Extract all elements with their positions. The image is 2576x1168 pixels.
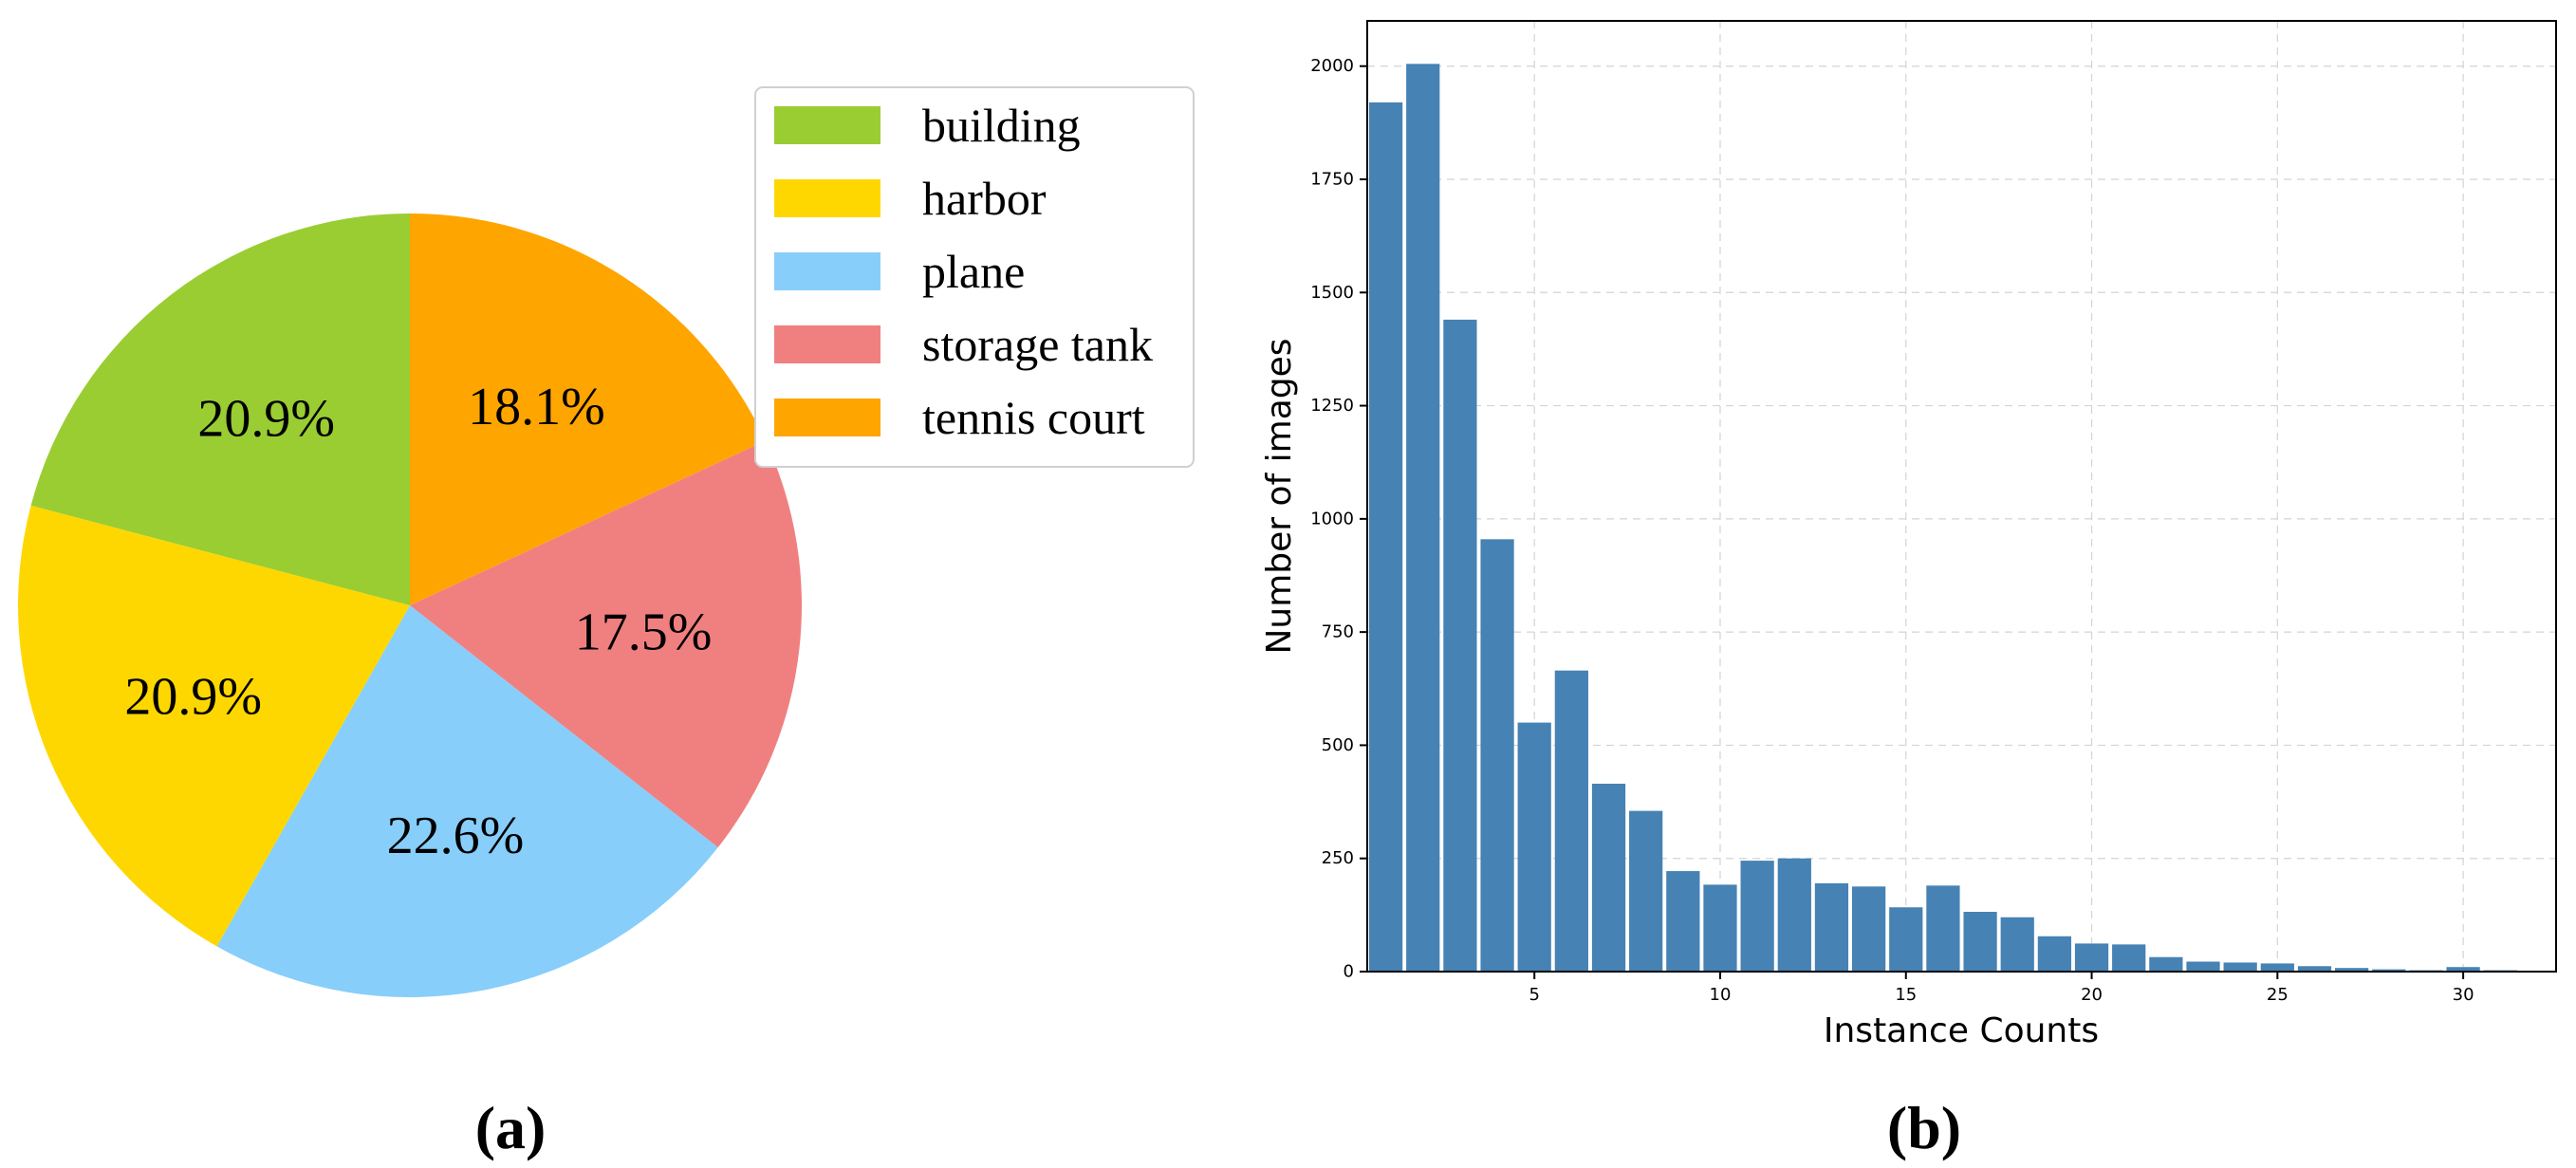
pie-slices [18, 213, 803, 998]
bar-17 [1963, 912, 1997, 972]
bar-19 [2037, 936, 2072, 972]
legend-entries: building harbor plane storage tank tennis co… [774, 99, 1153, 444]
bar-9 [1666, 871, 1700, 972]
x-tick-label: 10 [1710, 985, 1732, 1005]
bar-23 [2186, 961, 2220, 972]
legend-swatch-building [774, 106, 880, 144]
bar-24 [2223, 962, 2257, 972]
bar-16 [1926, 885, 1960, 972]
x-tick-label: 5 [1529, 985, 1539, 1005]
pie-label-storage-tank: 17.5% [575, 603, 713, 662]
bar-bars [1368, 64, 2517, 972]
x-tick-label: 15 [1895, 985, 1917, 1005]
pie-label-harbor: 20.9% [124, 667, 262, 726]
pie-legend: building harbor plane storage tank tennis co… [754, 86, 1195, 468]
bar-6 [1554, 670, 1588, 972]
x-tick-label: 25 [2267, 985, 2289, 1005]
pie-slice-labels: 18.1% 17.5% 22.6% 20.9% 20.9% [124, 378, 712, 865]
bar-1 [1368, 102, 1403, 972]
bar-11 [1740, 861, 1774, 972]
bar-7 [1591, 783, 1626, 972]
legend-label-storage-tank: storage tank [922, 318, 1153, 371]
legend-swatch-storage-tank [774, 325, 880, 363]
x-axis-title: Instance Counts [1824, 1011, 2099, 1050]
bar-27 [2335, 968, 2369, 972]
x-tick-label: 30 [2453, 985, 2474, 1005]
y-tick-label: 1500 [1310, 283, 1354, 303]
bar-30 [2446, 967, 2480, 972]
pie-label-tennis-court: 18.1% [468, 378, 605, 436]
bar-18 [2000, 917, 2034, 972]
bar-13 [1814, 882, 1849, 972]
panel-label-b: (b) [1887, 1094, 1961, 1161]
bar-28 [2372, 969, 2406, 972]
y-tick-label: 750 [1322, 622, 1354, 642]
legend-swatch-tennis-court [774, 399, 880, 436]
y-tick-label: 0 [1344, 962, 1354, 982]
plot-frame [1366, 20, 2557, 973]
bar-2 [1406, 64, 1440, 972]
bar-5 [1517, 722, 1551, 972]
legend-swatch-plane [774, 252, 880, 290]
bar-21 [2112, 944, 2146, 972]
bar-chart: 5 10 15 20 25 30 0 250 500 750 1000 1250 1500 1750 200… [1260, 20, 2557, 1050]
y-tick-label: 1250 [1310, 396, 1354, 416]
legend-label-harbor: harbor [922, 172, 1047, 225]
bar-15 [1889, 907, 1923, 972]
bar-4 [1480, 539, 1514, 972]
pie-slice-harbor [18, 505, 410, 947]
bar-12 [1777, 858, 1811, 972]
bar-8 [1629, 810, 1663, 972]
panel-label-a: (a) [475, 1094, 547, 1161]
legend-label-tennis-court: tennis court [922, 391, 1145, 444]
bar-26 [2297, 966, 2332, 972]
y-tick-label: 1000 [1310, 509, 1354, 528]
y-tick-label: 1750 [1310, 170, 1354, 190]
legend-label-building: building [922, 99, 1081, 152]
y-tick-label: 2000 [1310, 56, 1354, 76]
bar-20 [2074, 943, 2109, 972]
y-tick-label: 250 [1322, 848, 1354, 868]
bar-22 [2149, 956, 2183, 972]
pie-slice-plane [216, 605, 718, 998]
pie-slice-building [30, 213, 410, 605]
legend-swatch-harbor [774, 179, 880, 217]
bar-10 [1703, 884, 1737, 972]
y-tick-label: 500 [1322, 735, 1354, 755]
y-axis-title: Number of images [1260, 338, 1299, 654]
bar-25 [2260, 963, 2294, 972]
bar-ticks: 5 10 15 20 25 30 0 250 500 750 1000 1250 1500 1750 200… [1310, 56, 2474, 1005]
legend-label-plane: plane [922, 245, 1025, 298]
pie-chart: 18.1% 17.5% 22.6% 20.9% 20.9% building harbor… [18, 86, 1195, 998]
pie-slice-tennis-court [410, 213, 766, 605]
bar-14 [1851, 886, 1886, 972]
bar-3 [1443, 319, 1477, 972]
pie-label-plane: 22.6% [387, 806, 525, 865]
x-tick-label: 20 [2081, 985, 2103, 1005]
pie-label-building: 20.9% [197, 390, 335, 449]
pie-slice-storage-tank [410, 440, 803, 848]
